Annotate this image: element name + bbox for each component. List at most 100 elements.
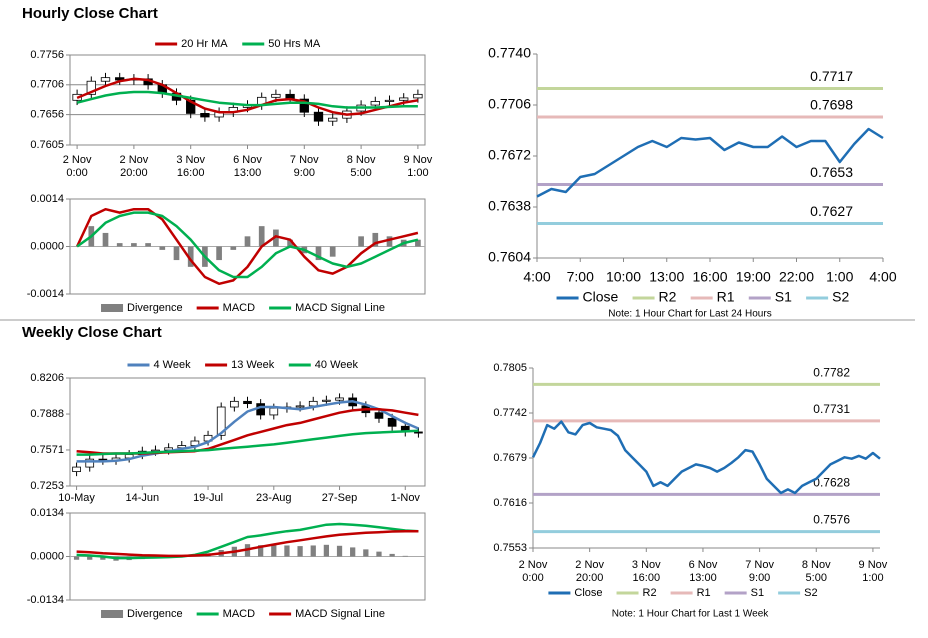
- x-tick-label: 5:00: [806, 572, 827, 584]
- x-tick-label: 7 Nov: [745, 559, 774, 571]
- y-tick-label: 0.7605: [30, 139, 64, 151]
- bar: [363, 549, 369, 557]
- legend-label: 50 Hrs MA: [268, 38, 321, 50]
- candle-body: [374, 412, 384, 419]
- legend-label: 4 Week: [153, 359, 191, 371]
- series-line: [76, 211, 419, 279]
- level-label: 0.7628: [813, 476, 850, 490]
- legend-label: 13 Week: [231, 359, 275, 371]
- x-tick-label: 19-Jul: [193, 492, 223, 504]
- legend: 4 Week 13 Week 40 Week: [127, 359, 359, 371]
- legend-label: Divergence: [127, 302, 183, 314]
- y-tick-label: -0.0014: [27, 288, 64, 300]
- legend-label: 20 Hr MA: [181, 38, 228, 50]
- legend-label: MACD: [223, 302, 255, 314]
- x-tick-label: 13:00: [689, 572, 717, 584]
- legend: Close R2 R1 S1 S2: [556, 289, 849, 305]
- candle-body: [216, 406, 226, 436]
- x-tick-label: 9 Nov: [404, 154, 433, 166]
- level-label: 0.7653: [810, 164, 853, 180]
- x-tick-label: 13:00: [234, 167, 262, 179]
- bar: [73, 556, 80, 560]
- candle-body: [72, 466, 81, 473]
- candle-body: [295, 405, 305, 408]
- candle-body: [243, 400, 252, 405]
- bar: [336, 545, 343, 557]
- y-tick-label: 0.7805: [493, 362, 527, 374]
- legend-label: 40 Week: [315, 359, 359, 371]
- y-tick-label: 0.7638: [488, 198, 531, 214]
- bar: [389, 553, 395, 557]
- legend: Divergence MACD MACD Signal Line: [101, 608, 385, 620]
- y-tick-label: -0.0134: [27, 594, 64, 606]
- x-tick-label: 14-Jun: [125, 492, 159, 504]
- x-tick-label: 20:00: [576, 572, 604, 584]
- bar: [315, 246, 322, 261]
- candle-body: [328, 117, 338, 122]
- bar: [310, 545, 316, 557]
- y-tick-label: 0.7616: [493, 497, 527, 509]
- y-tick-label: 0.7706: [30, 79, 64, 91]
- bar: [329, 246, 336, 257]
- y-tick-label: 0.7740: [488, 45, 531, 61]
- bar: [102, 232, 109, 247]
- x-tick-label: 1-Nov: [391, 492, 421, 504]
- series-line: [76, 77, 419, 116]
- x-tick-label: 3 Nov: [176, 154, 205, 166]
- level-label: 0.7782: [813, 366, 850, 380]
- x-tick-label: 16:00: [177, 167, 205, 179]
- legend-label: Close: [574, 587, 602, 599]
- bar: [271, 545, 277, 557]
- section-title: Weekly Close Chart: [22, 324, 162, 341]
- x-tick-label: 10:00: [606, 269, 641, 285]
- series-line: [75, 207, 419, 286]
- candle-body: [387, 417, 397, 427]
- legend-label: R1: [697, 587, 711, 599]
- bar: [350, 547, 356, 557]
- x-tick-label: 2 Nov: [63, 154, 92, 166]
- x-tick-label: 10-May: [58, 492, 95, 504]
- x-tick-label: 1:00: [407, 167, 428, 179]
- legend-label: Divergence: [127, 608, 183, 620]
- legend-label: S1: [751, 587, 764, 599]
- bar: [386, 236, 393, 247]
- x-tick-label: 7 Nov: [290, 154, 319, 166]
- series-line: [76, 522, 419, 560]
- x-tick-label: 20:00: [120, 167, 148, 179]
- legend-swatch: [101, 610, 124, 618]
- candle-body: [269, 407, 279, 416]
- candle-body: [308, 400, 318, 407]
- legend-label: R2: [659, 289, 677, 305]
- level-label: 0.7731: [813, 402, 850, 416]
- plot-frame: [69, 377, 426, 487]
- candle-body: [413, 93, 423, 99]
- x-tick-label: 6 Nov: [689, 559, 718, 571]
- y-tick-label: 0.7888: [30, 408, 64, 420]
- y-tick-label: 0.7253: [30, 480, 64, 492]
- bar: [216, 246, 222, 261]
- y-tick-label: 0.7679: [493, 452, 527, 464]
- y-tick-label: 0.0000: [30, 550, 64, 562]
- bar: [87, 556, 93, 560]
- x-tick-label: 3 Nov: [632, 559, 661, 571]
- x-tick-label: 22:00: [779, 269, 814, 285]
- x-tick-label: 2 Nov: [120, 154, 149, 166]
- bar: [100, 556, 106, 560]
- bar: [284, 545, 290, 557]
- chart-note: Note: 1 Hour Chart for Last 24 Hours: [608, 309, 771, 320]
- legend: 20 Hr MA 50 Hrs MA: [155, 38, 321, 50]
- chart-note: Note: 1 Hour Chart for Last 1 Week: [612, 609, 770, 620]
- legend-label: R2: [643, 587, 657, 599]
- x-tick-label: 5:00: [350, 167, 371, 179]
- candle-body: [384, 99, 395, 102]
- bar: [131, 243, 137, 247]
- level-label: 0.7576: [813, 513, 850, 527]
- legend-label: MACD: [223, 608, 255, 620]
- bar: [159, 246, 166, 250]
- level-label: 0.7717: [810, 68, 853, 84]
- level-label: 0.7698: [810, 97, 853, 113]
- x-tick-label: 13:00: [649, 269, 684, 285]
- x-tick-label: 16:00: [692, 269, 727, 285]
